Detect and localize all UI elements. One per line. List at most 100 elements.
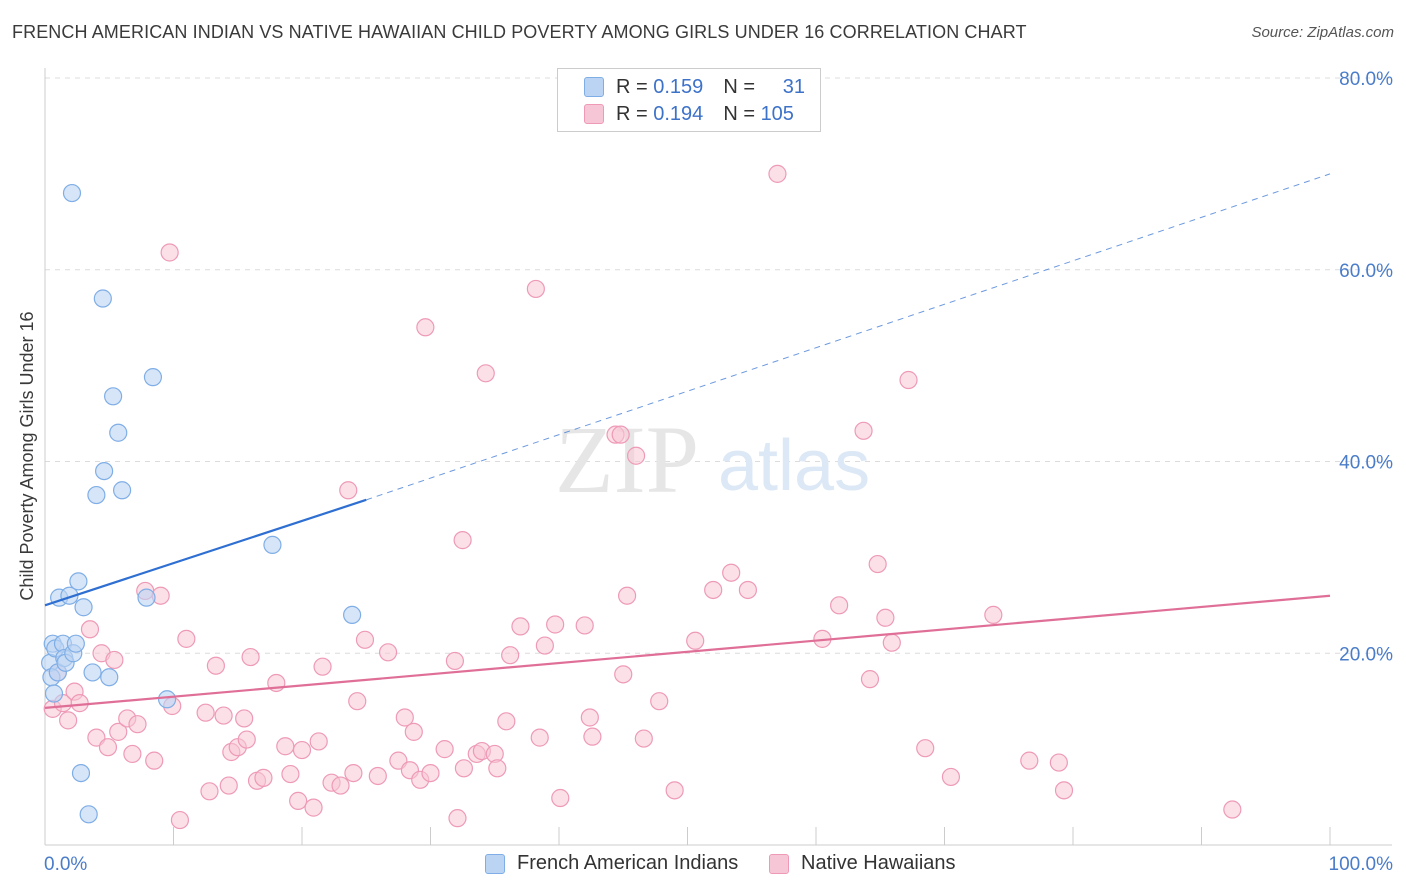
- x-tick-label: 100.0%: [1329, 854, 1394, 875]
- blue-trend-line-extension: [366, 173, 1331, 501]
- native-hawaiians-point: [123, 744, 142, 764]
- native-hawaiians-point: [289, 791, 308, 810]
- french-american-indians-point: [79, 805, 98, 824]
- native-hawaiians-point: [59, 711, 78, 730]
- native-hawaiians-point: [281, 764, 300, 784]
- native-hawaiians-point: [404, 722, 423, 741]
- native-hawaiians-point: [276, 737, 295, 756]
- native-hawaiians-point: [551, 788, 570, 808]
- native-hawaiians-point: [618, 586, 637, 605]
- native-hawaiians-point: [109, 722, 128, 741]
- pink-swatch: [584, 104, 604, 124]
- native-hawaiians-point: [160, 243, 179, 262]
- native-hawaiians-point: [200, 782, 219, 801]
- native-hawaiians-point: [501, 646, 520, 665]
- native-hawaiians-point: [241, 647, 260, 667]
- french-american-indians-point: [95, 461, 114, 481]
- french-american-indians-point: [100, 668, 119, 687]
- native-hawaiians-point: [768, 164, 787, 183]
- native-hawaiians-point: [453, 531, 472, 550]
- native-hawaiians-point: [254, 768, 273, 787]
- native-hawaiians-point: [339, 481, 358, 500]
- native-hawaiians-point: [313, 657, 332, 676]
- series-legend: French American Indians Native Hawaiians: [0, 852, 1406, 878]
- native-hawaiians-point: [626, 446, 646, 465]
- stats-legend-row-pink: R = 0.194 N = 105: [584, 101, 794, 127]
- blue-swatch: [584, 77, 604, 97]
- native-hawaiians-point: [497, 712, 516, 731]
- native-hawaiians-point: [219, 776, 238, 795]
- legend-label: French American Indians: [517, 852, 739, 874]
- native-hawaiians-point: [868, 554, 887, 574]
- blue-swatch: [485, 853, 505, 874]
- french-american-indians-point: [44, 684, 64, 703]
- native-hawaiians-point: [738, 580, 757, 600]
- native-hawaiians-point: [583, 727, 602, 746]
- native-hawaiians-point: [355, 630, 375, 649]
- native-hawaiians-point: [1049, 753, 1068, 772]
- r-value: 0.194: [653, 102, 704, 125]
- axes: [44, 68, 1392, 846]
- y-tick-label: 80.0%: [1339, 69, 1393, 90]
- gridlines: [45, 77, 1392, 654]
- native-hawaiians-point: [170, 810, 190, 830]
- native-hawaiians-point: [476, 364, 495, 383]
- french-american-indians-point: [71, 763, 91, 783]
- native-hawaiians-point: [448, 809, 467, 828]
- native-hawaiians-point: [611, 425, 630, 444]
- watermark: ZIP atlas: [555, 406, 870, 513]
- stats-legend-row-blue: R = 0.159 N = 31: [584, 74, 805, 100]
- native-hawaiians-point: [80, 620, 100, 639]
- french-american-indians-point: [87, 485, 106, 505]
- n-label: N =: [723, 75, 755, 98]
- native-hawaiians-point: [331, 776, 350, 795]
- r-label: R =: [616, 102, 648, 125]
- legend-item-french-american-indians[interactable]: French American Indians: [485, 852, 738, 875]
- native-hawaiians-point: [580, 708, 599, 727]
- french-american-indians-point: [137, 588, 156, 607]
- native-hawaiians-point: [876, 608, 895, 627]
- pink-trend-line: [44, 594, 1331, 709]
- native-hawaiians-point: [214, 706, 233, 725]
- native-hawaiians-point: [1223, 800, 1242, 819]
- native-hawaiians-point: [454, 759, 474, 778]
- native-hawaiians-point: [854, 421, 873, 440]
- watermark-atlas: atlas: [718, 426, 870, 506]
- native-hawaiians-point: [882, 633, 901, 652]
- legend-item-native-hawaiians[interactable]: Native Hawaiians: [769, 852, 956, 875]
- native-hawaiians-point: [488, 759, 507, 778]
- native-hawaiians-point: [704, 580, 723, 600]
- native-hawaiians-point: [235, 709, 254, 728]
- native-hawaiians-point: [1054, 781, 1074, 800]
- native-hawaiians-point: [984, 605, 1003, 625]
- native-hawaiians-point: [416, 318, 435, 337]
- native-hawaiians-point: [145, 751, 164, 770]
- n-value: 105: [760, 102, 794, 125]
- chart-title: FRENCH AMERICAN INDIAN VS NATIVE HAWAIIA…: [12, 22, 1027, 42]
- native-hawaiians-point: [1020, 751, 1039, 770]
- native-hawaiians-point: [237, 730, 256, 749]
- y-axis-label: Child Poverty Among Girls Under 16: [17, 311, 37, 600]
- french-american-indians-points: [41, 183, 362, 824]
- native-hawaiians-point: [348, 692, 367, 711]
- native-hawaiians-point: [445, 651, 465, 671]
- native-hawaiians-point: [309, 732, 328, 751]
- native-hawaiians-point: [395, 708, 414, 727]
- native-hawaiians-point: [575, 616, 594, 635]
- french-american-indians-point: [74, 598, 93, 617]
- french-american-indians-point: [157, 690, 177, 709]
- native-hawaiians-point: [899, 370, 918, 390]
- source-label: Source: ZipAtlas.com: [1251, 24, 1394, 41]
- y-tick-label: 40.0%: [1339, 453, 1393, 474]
- legend-label: Native Hawaiians: [801, 852, 956, 874]
- n-label: N =: [723, 102, 755, 125]
- native-hawaiians-point: [546, 615, 565, 634]
- r-value: 0.159: [653, 75, 704, 98]
- french-american-indians-point: [83, 663, 102, 682]
- native-hawaiians-point: [614, 665, 633, 684]
- french-american-indians-point: [62, 183, 82, 203]
- french-american-indians-point: [66, 634, 85, 653]
- native-hawaiians-point: [177, 629, 196, 648]
- native-hawaiians-point: [941, 767, 961, 787]
